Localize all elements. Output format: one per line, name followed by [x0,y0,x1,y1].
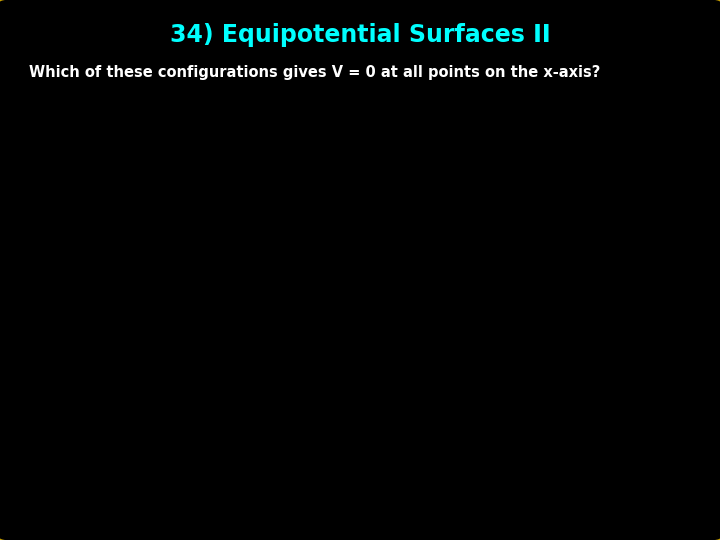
Text: -1μC: -1μC [502,304,534,317]
Text: 2): 2) [351,341,369,360]
Text: +1μC: +1μC [406,180,444,193]
Text: 4)  all of the above: 4) all of the above [109,392,271,407]
Text: 3): 3) [570,341,590,360]
Text: 5)  none of the above: 5) none of the above [331,392,515,407]
Text: -2μC: -2μC [626,180,658,193]
Text: +2μC: +2μC [276,180,314,193]
Text: Which of these configurations gives V = 0 at all points on the x-axis?: Which of these configurations gives V = … [29,65,600,80]
Text: +2μC: +2μC [57,180,94,193]
Text: x: x [225,249,234,263]
Text: -1μC: -1μC [186,304,218,317]
Text: x: x [445,249,454,263]
Text: -2μC: -2μC [62,304,94,317]
Text: -2μC: -2μC [406,304,438,317]
Text: +1μC: +1μC [626,304,663,317]
Text: +2μC: +2μC [496,180,534,193]
Text: 1): 1) [130,341,150,360]
Text: -1μC: -1μC [282,304,314,317]
Text: 34) Equipotential Surfaces II: 34) Equipotential Surfaces II [170,23,550,47]
Text: x: x [665,249,674,263]
Text: +1μC: +1μC [186,180,224,193]
